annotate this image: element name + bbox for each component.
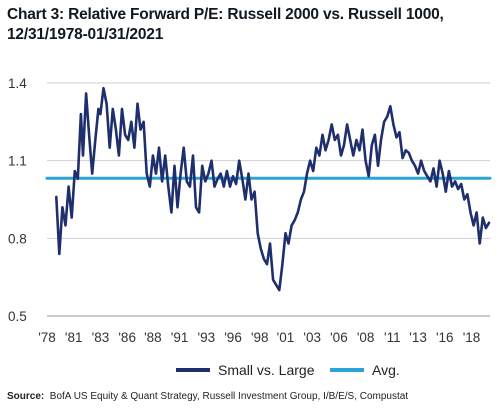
x-tick-label-9: '01 xyxy=(277,330,295,345)
x-tick-label-0: '78 xyxy=(38,330,56,345)
y-tick-label-3: 1.4 xyxy=(8,76,27,91)
x-tick-label-5: '91 xyxy=(171,330,189,345)
series-lines xyxy=(45,86,492,292)
x-tick-label-1: '81 xyxy=(65,330,83,345)
x-tick-label-3: '86 xyxy=(118,330,136,345)
x-tick-label-12: '08 xyxy=(357,330,375,345)
x-tick-label-4: '88 xyxy=(144,330,162,345)
x-tick-label-16: '18 xyxy=(463,330,481,345)
source-label: Source: xyxy=(7,391,45,402)
x-tick-label-6: '93 xyxy=(198,330,216,345)
x-tick-label-10: '03 xyxy=(303,330,321,345)
y-tick-label-1: 0.8 xyxy=(8,231,27,246)
x-tick-label-14: '13 xyxy=(409,330,427,345)
x-axis-ticks: '78 '81 '83 '86 '88 '91 '93 '96 '98 '01 '03 '06 '08 '… xyxy=(38,330,480,345)
y-axis-ticks: 0.5 0.8 1.1 1.4 xyxy=(8,76,27,324)
series-line-small-vs-large xyxy=(55,86,491,292)
legend: Small vs. Large Avg. xyxy=(176,362,400,378)
y-tick-label-2: 1.1 xyxy=(8,154,27,169)
x-tick-label-7: '96 xyxy=(224,330,242,345)
x-tick-label-15: '16 xyxy=(436,330,454,345)
legend-label-small-vs-large: Small vs. Large xyxy=(218,362,315,378)
gridlines xyxy=(47,82,490,317)
y-tick-label-0: 0.5 xyxy=(8,309,27,324)
source-text: BofA US Equity & Quant Strategy, Russell… xyxy=(49,391,409,402)
legend-label-avg: Avg. xyxy=(372,362,400,378)
source-note: Source: BofA US Equity & Quant Strategy,… xyxy=(7,391,408,402)
x-tick-label-13: '11 xyxy=(384,330,401,345)
x-tick-label-2: '83 xyxy=(92,330,110,345)
x-tick-label-8: '98 xyxy=(251,330,269,345)
chart-title: Chart 3: Relative Forward P/E: Russell 2… xyxy=(7,6,444,43)
x-tick-label-11: '06 xyxy=(330,330,348,345)
